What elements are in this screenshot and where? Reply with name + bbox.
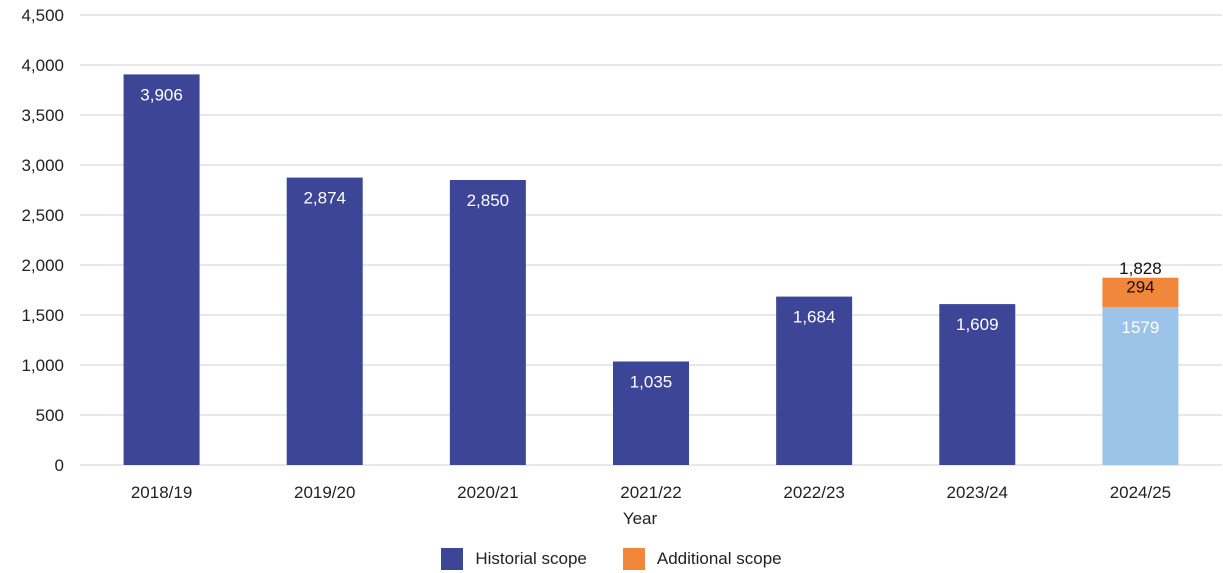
y-tick-label: 4,000 xyxy=(21,56,64,75)
y-tick-label: 500 xyxy=(36,406,64,425)
data-label: 2,850 xyxy=(467,191,510,210)
bar-historial xyxy=(1102,307,1179,465)
bar-additional xyxy=(1102,277,1179,308)
data-label: 1,035 xyxy=(630,373,673,392)
x-axis-title: Year xyxy=(623,509,658,528)
legend-swatch-historial xyxy=(441,548,464,570)
total-label: 1,828 xyxy=(1119,259,1162,278)
legend-item-historial: Historial scope xyxy=(441,548,587,570)
x-tick-label: 2020/21 xyxy=(457,483,518,502)
x-axis: 2018/19 2019/20 2020/21 2021/22 2022/23 2023/… xyxy=(131,483,1171,502)
y-tick-label: 3,000 xyxy=(21,156,64,175)
legend: Historial scope Additional scope xyxy=(0,548,1223,570)
x-tick-label: 2021/22 xyxy=(620,483,681,502)
data-label: 1579 xyxy=(1122,318,1160,337)
y-tick-label: 0 xyxy=(55,456,64,475)
y-tick-label: 1,000 xyxy=(21,356,64,375)
x-tick-label: 2024/25 xyxy=(1110,483,1171,502)
legend-swatch-additional xyxy=(622,548,645,570)
x-tick-label: 2019/20 xyxy=(294,483,355,502)
y-tick-label: 2,500 xyxy=(21,206,64,225)
bar-historial xyxy=(449,180,526,465)
legend-label-historial: Historial scope xyxy=(475,549,587,568)
legend-item-additional: Additional scope xyxy=(622,548,782,570)
y-axis: 0 500 1,000 1,500 2,000 2,500 3,000 3,500 4,000 4… xyxy=(21,6,64,475)
y-tick-label: 3,500 xyxy=(21,106,64,125)
y-tick-label: 2,000 xyxy=(21,256,64,275)
bar-historial xyxy=(776,296,853,465)
gridlines xyxy=(80,14,1222,466)
data-label: 294 xyxy=(1126,278,1154,297)
bar-historial xyxy=(939,304,1016,465)
bar-historial xyxy=(123,74,200,466)
data-label: 2,874 xyxy=(303,189,346,208)
bar-historial xyxy=(613,361,689,465)
y-tick-label: 4,500 xyxy=(21,6,64,25)
x-tick-label: 2018/19 xyxy=(131,483,192,502)
data-label: 1,684 xyxy=(793,308,836,327)
data-label: 3,906 xyxy=(140,85,183,104)
x-tick-label: 2023/24 xyxy=(947,483,1008,502)
y-tick-label: 1,500 xyxy=(21,306,64,325)
bar-historial xyxy=(286,177,363,465)
data-label: 1,609 xyxy=(956,315,999,334)
bars: 3,906 2,874 2,850 1,035 1,684 1,609 1579 2941,8… xyxy=(123,74,1179,466)
legend-label-additional: Additional scope xyxy=(656,549,782,568)
x-tick-label: 2022/23 xyxy=(783,483,844,502)
